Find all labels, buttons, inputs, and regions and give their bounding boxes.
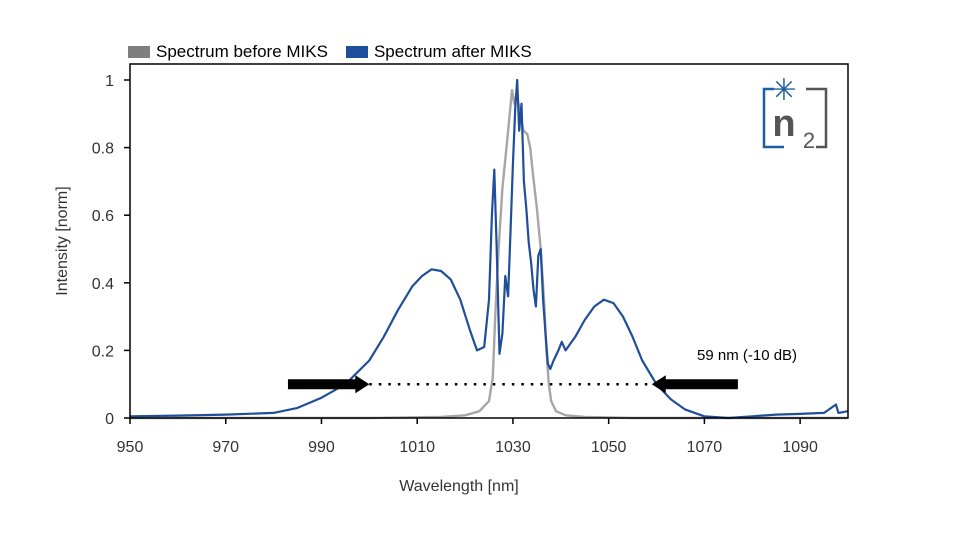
x-tick-label: 1050 (591, 439, 627, 456)
x-tick-label: 990 (308, 439, 335, 456)
x-axis-ticks: 950 970 990 1010 1030 1050 1070 1090 (117, 418, 818, 456)
x-tick-label: 1030 (495, 439, 531, 456)
legend: Spectrum before MIKS Spectrum after MIKS (128, 42, 532, 62)
x-tick-label: 1090 (782, 439, 818, 456)
y-tick-label: 0.4 (92, 276, 114, 293)
series-line-after-miks (129, 78, 849, 420)
legend-swatch-after (345, 46, 368, 58)
legend-item-after: Spectrum after MIKS (345, 42, 532, 62)
y-tick-label: 0 (105, 411, 114, 428)
logo-right-bracket (806, 87, 828, 149)
annotation-layer (287, 375, 738, 394)
y-axis-ticks: 0 0.2 0.4 0.6 0.8 1 (92, 73, 130, 428)
series-layer (129, 78, 849, 420)
y-axis-label: Intensity [norm] (54, 186, 71, 295)
logo-n: n (772, 103, 795, 145)
logo-subscript: 2 (803, 128, 815, 150)
left-arrow-icon (287, 375, 370, 394)
y-tick-label: 1 (105, 73, 114, 90)
x-tick-label: 1010 (399, 439, 435, 456)
y-tick-label: 0.2 (92, 343, 114, 360)
y-tick-label: 0.6 (92, 208, 114, 225)
legend-label-before: Spectrum before MIKS (156, 42, 328, 61)
legend-swatch-before (128, 46, 150, 58)
plot-frame (129, 63, 849, 419)
y-tick-label: 0.8 (92, 141, 114, 158)
legend-label-after: Spectrum after MIKS (373, 42, 532, 61)
legend-item-before: Spectrum before MIKS (128, 42, 328, 62)
logo-asterisk-icon: ✳ (771, 76, 796, 108)
series-line-before-miks (130, 88, 848, 420)
right-arrow-icon (651, 375, 738, 394)
logo-left-bracket (762, 87, 784, 149)
x-tick-label: 950 (117, 439, 144, 456)
x-tick-label: 970 (212, 439, 239, 456)
bandwidth-annotation-label: 59 nm (-10 dB) (697, 347, 797, 364)
n2-logo: ✳ n 2 (762, 76, 828, 150)
x-axis-label: Wavelength [nm] (399, 478, 518, 495)
x-tick-label: 1070 (687, 439, 723, 456)
